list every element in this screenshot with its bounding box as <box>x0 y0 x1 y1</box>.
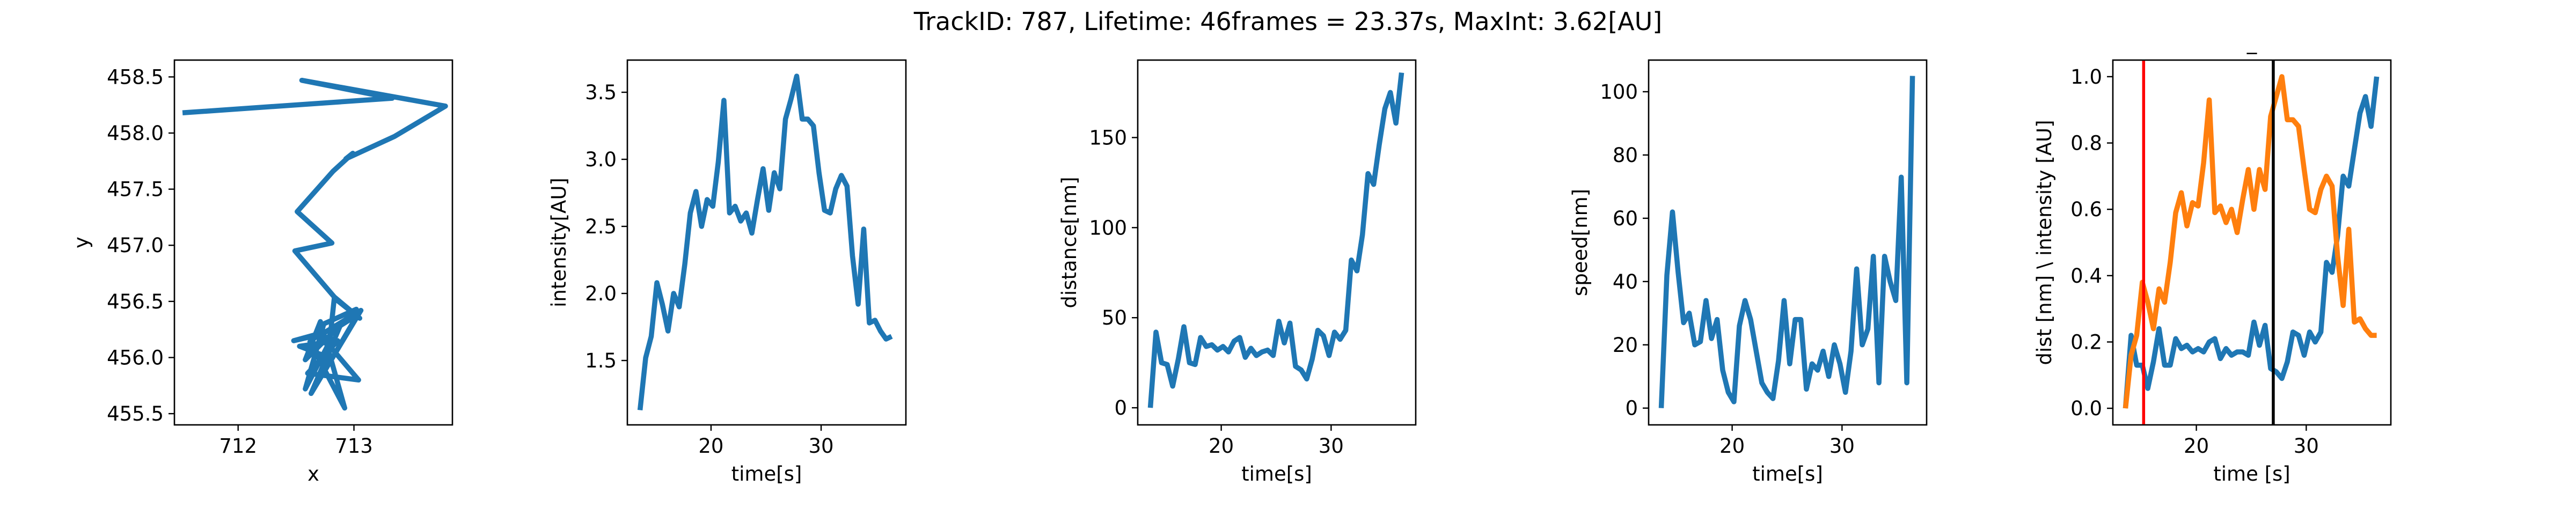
y-axis-label: y <box>70 237 93 248</box>
y-tick-label: 3.5 <box>585 81 617 104</box>
x-axis-label: x <box>308 462 319 485</box>
series-line-1 <box>637 73 893 411</box>
y-tick-label: 457.0 <box>107 234 164 257</box>
series-line-1 <box>1147 72 1404 408</box>
y-tick-label: 3.0 <box>585 148 617 171</box>
series-line-2 <box>2123 74 2377 409</box>
y-tick-label: 456.0 <box>107 346 164 369</box>
x-tick-label: 20 <box>1209 435 1234 458</box>
x-tick-label: 30 <box>808 435 833 458</box>
y-tick-label: 100 <box>1600 80 1638 104</box>
y-axis-label: intensity[AU] <box>547 178 570 307</box>
axes-border <box>1137 59 1417 426</box>
y-tick-label: 2.5 <box>585 215 617 238</box>
x-axis-label: time [s] <box>2213 462 2290 485</box>
y-axis-label: distance[nm] <box>1058 176 1081 308</box>
subplot-title: _ <box>2246 31 2257 54</box>
x-tick-label: 713 <box>335 435 373 458</box>
y-tick-label: 100 <box>1089 216 1127 239</box>
y-axis-label: dist [nm] \ intensity [AU] <box>2033 120 2056 365</box>
subplot-4: 20 30 0 20 40 60 80 100 time[s] speed[nm] <box>1569 59 1928 485</box>
axes-border <box>173 59 453 426</box>
series-line-1 <box>182 77 448 411</box>
x-axis-label: time[s] <box>731 462 802 485</box>
y-tick-label: 80 <box>1613 144 1638 167</box>
y-tick-label: 457.5 <box>107 178 164 201</box>
y-tick-label: 2.0 <box>585 282 617 305</box>
y-tick-label: 0.6 <box>2070 198 2102 221</box>
y-tick-label: 50 <box>1102 306 1127 329</box>
axes-frame <box>1137 59 1417 426</box>
x-tick-label: 30 <box>1319 435 1344 458</box>
series-line-1 <box>2123 76 2380 409</box>
y-tick-label: 458.5 <box>107 65 164 89</box>
y-tick-label: 20 <box>1613 334 1638 357</box>
y-tick-label: 0.8 <box>2070 132 2102 155</box>
x-tick-label: 30 <box>2294 435 2319 458</box>
figure-title: TrackID: 787, Lifetime: 46frames = 23.37… <box>913 7 1663 36</box>
y-tick-label: 0.2 <box>2070 330 2102 354</box>
subplot-2: 20 30 1.5 2.0 2.5 3.0 3.5 time[s] intensity[AU] <box>547 59 907 485</box>
axes-border <box>2112 59 2392 426</box>
series-line-1 <box>1658 76 1915 408</box>
y-axis-label: speed[nm] <box>1569 189 1592 296</box>
subplot-3: 20 30 0 50 100 150 time[s] distance[nm] <box>1058 59 1417 485</box>
x-tick-label: 712 <box>219 435 257 458</box>
y-tick-label: 1.0 <box>2070 65 2102 89</box>
y-tick-label: 0 <box>1625 397 1638 420</box>
subplot-1: 712 713 455.5 456.0 456.5 457.0 457.5 458.0 458.… <box>70 59 453 485</box>
y-tick-label: 0.4 <box>2070 264 2102 288</box>
subplot-5: 20 30 0.0 0.2 0.4 0.6 0.8 1.0 time [s] dist [nm] … <box>2033 31 2392 485</box>
y-tick-label: 456.5 <box>107 290 164 313</box>
y-tick-label: 1.5 <box>585 349 617 372</box>
x-tick-label: 20 <box>698 435 723 458</box>
y-tick-label: 0 <box>1114 396 1127 420</box>
y-tick-label: 150 <box>1089 126 1127 149</box>
x-tick-label: 20 <box>1719 435 1745 458</box>
axes-border <box>1648 59 1928 426</box>
x-tick-label: 30 <box>1829 435 1855 458</box>
y-tick-label: 40 <box>1613 270 1638 293</box>
y-tick-label: 455.5 <box>107 402 164 425</box>
y-tick-label: 458.0 <box>107 122 164 145</box>
axes-frame <box>1648 59 1928 426</box>
x-axis-label: time[s] <box>1752 462 1823 485</box>
subplots: 712 713 455.5 456.0 456.5 457.0 457.5 458.0 458.… <box>70 31 2392 485</box>
x-axis-label: time[s] <box>1241 462 1312 485</box>
y-tick-label: 0.0 <box>2070 397 2102 420</box>
axes-border <box>626 59 907 426</box>
x-tick-label: 20 <box>2184 435 2209 458</box>
y-tick-label: 60 <box>1613 207 1638 230</box>
